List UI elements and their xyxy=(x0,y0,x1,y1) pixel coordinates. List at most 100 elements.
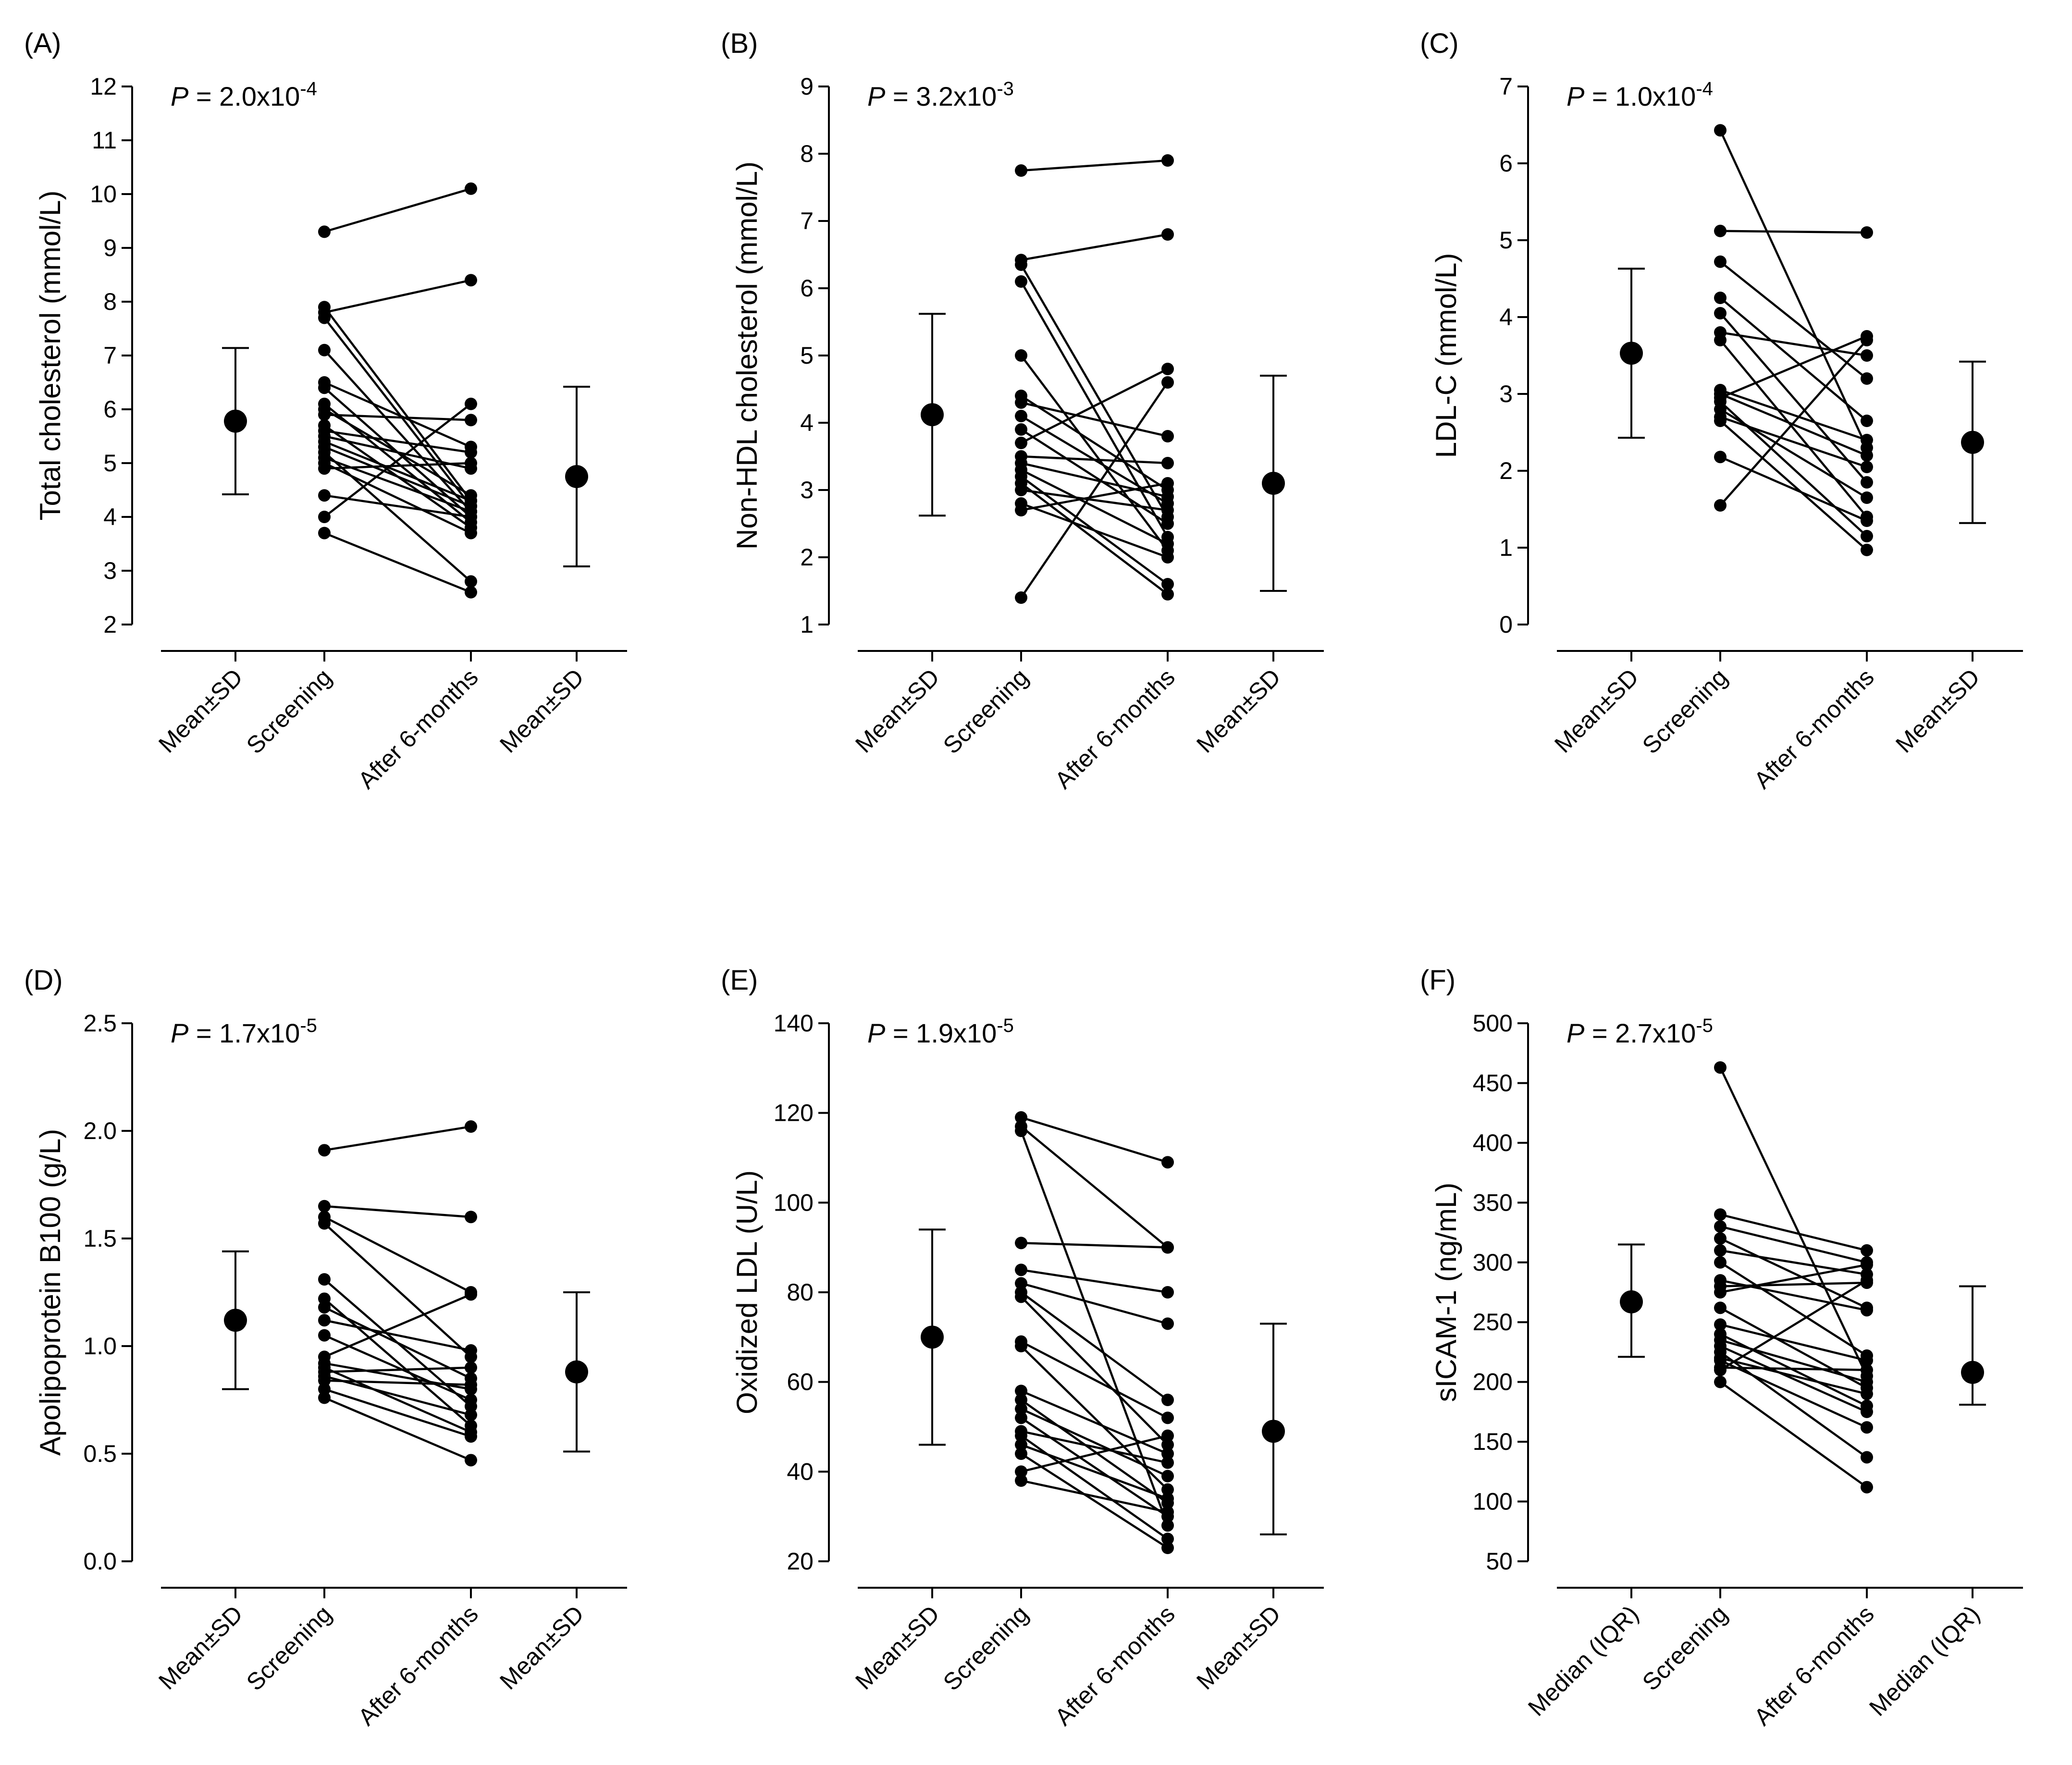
paired-line xyxy=(1021,1444,1168,1500)
after-6-months-point xyxy=(465,1378,477,1391)
paired-line xyxy=(1021,1282,1168,1325)
paired-line xyxy=(1020,468,1169,545)
paired-series xyxy=(1015,396,1174,442)
summary-after-errorbar xyxy=(1260,1323,1287,1535)
after-6-months-point xyxy=(465,511,477,523)
paired-series xyxy=(1015,1125,1174,1532)
paired-series xyxy=(1714,334,1873,523)
screening-point xyxy=(1015,1438,1027,1451)
after-6-months-point xyxy=(465,1288,477,1301)
paired-series xyxy=(318,1383,477,1443)
screening-point xyxy=(1015,1125,1027,1137)
panel-label: (F) xyxy=(1420,965,1455,996)
summary-after-errorbar xyxy=(1959,360,1986,524)
y-tick-label: 20 xyxy=(787,1548,814,1575)
after-6-months-point xyxy=(465,1454,477,1467)
y-tick-label: 3 xyxy=(800,477,814,503)
paired-line xyxy=(1720,1345,1867,1413)
after-6-months-point xyxy=(1861,1363,1873,1376)
y-tick-label: 3 xyxy=(103,557,117,584)
paired-line xyxy=(324,446,471,507)
screening-point xyxy=(1714,411,1727,423)
after-6-months-point xyxy=(1161,1286,1174,1299)
screening-point xyxy=(1015,258,1027,271)
after-6-months-point xyxy=(1861,1258,1873,1271)
paired-line xyxy=(1020,1296,1169,1446)
p-value-symbol: P xyxy=(1566,81,1584,111)
after-6-months-point xyxy=(1161,490,1174,503)
paired-series xyxy=(1714,451,1873,527)
paired-series xyxy=(1015,1335,1174,1424)
y-tick-label: 9 xyxy=(103,234,117,261)
paired-line xyxy=(324,1388,471,1438)
paired-line xyxy=(1720,1237,1867,1309)
paired-line xyxy=(1719,408,1868,499)
paired-series xyxy=(1714,124,1873,454)
paired-line xyxy=(1720,230,1867,234)
p-value-text: = 1.0x10 xyxy=(1584,81,1696,111)
paired-series xyxy=(1714,1258,1873,1299)
paired-series xyxy=(1714,411,1873,473)
after-6-months-point xyxy=(1161,1156,1174,1169)
summary-point xyxy=(1262,1420,1285,1443)
paired-series xyxy=(1714,334,1873,512)
screening-point xyxy=(1714,1318,1727,1331)
y-tick-label: 350 xyxy=(1473,1189,1513,1216)
after-6-months-point xyxy=(1861,476,1873,489)
paired-line xyxy=(323,1216,472,1294)
y-tick-label: 150 xyxy=(1473,1428,1513,1455)
after-6-months-point xyxy=(1161,1542,1174,1554)
after-6-months-point xyxy=(465,457,477,469)
paired-series xyxy=(1015,1263,1174,1299)
paired-series xyxy=(1015,349,1174,557)
panel-3: (C) P = 1.0x10-4 0 1 2 3 4 5 6 7 LDL-C (mmol/L) Mea… xyxy=(1420,28,2023,794)
summary-point xyxy=(565,465,588,488)
panel-1: (A) P = 2.0x10-4 2 3 4 5 6 7 8 9 10 11 12 Total chole… xyxy=(24,28,627,794)
x-category-label: After 6-months xyxy=(353,663,483,794)
after-6-months-point xyxy=(1861,226,1873,239)
after-6-months-point xyxy=(1861,415,1873,427)
after-6-months-point xyxy=(1161,551,1174,564)
screening-point xyxy=(318,511,331,523)
screening-point xyxy=(1714,255,1727,268)
y-tick-label: 2 xyxy=(800,544,814,571)
after-6-months-point xyxy=(1161,477,1174,490)
paired-line xyxy=(1020,281,1169,538)
after-6-months-point xyxy=(465,586,477,599)
x-category-label: After 6-months xyxy=(1749,1600,1879,1730)
paired-line xyxy=(1021,159,1168,172)
y-tick-label: 2.5 xyxy=(83,1010,117,1037)
paired-line xyxy=(1020,429,1169,525)
screening-point xyxy=(1714,224,1727,237)
y-tick-label: 450 xyxy=(1473,1069,1513,1096)
after-6-months-point xyxy=(1861,530,1873,542)
screening-point xyxy=(318,489,331,502)
y-tick-label: 4 xyxy=(800,409,814,436)
screening-point xyxy=(1015,1465,1027,1478)
screening-point xyxy=(1714,307,1727,319)
y-axis-title: Total cholesterol (mmol/L) xyxy=(34,191,66,521)
screening-point xyxy=(318,408,331,421)
after-6-months-point xyxy=(465,446,477,459)
screening-point xyxy=(1015,484,1027,496)
after-6-months-point xyxy=(465,182,477,195)
paired-line xyxy=(324,413,471,421)
y-tick-label: 1.5 xyxy=(83,1225,117,1252)
paired-line xyxy=(1021,1116,1168,1164)
screening-point xyxy=(1714,292,1727,304)
summary-point xyxy=(921,403,944,427)
after-6-months-point xyxy=(1861,449,1873,462)
x-category-label: Screening xyxy=(938,663,1034,759)
panel-label: (B) xyxy=(721,28,758,59)
y-tick-label: 4 xyxy=(1499,304,1513,331)
paired-line xyxy=(1719,1381,1868,1488)
y-tick-label: 300 xyxy=(1473,1249,1513,1276)
paired-line xyxy=(1021,455,1168,465)
p-value-text: = 1.9x10 xyxy=(885,1018,997,1048)
screening-point xyxy=(318,462,331,475)
x-category-label: After 6-months xyxy=(353,1600,483,1730)
screening-point xyxy=(1015,591,1027,604)
paired-line xyxy=(324,429,471,454)
paired-line xyxy=(1720,416,1867,468)
